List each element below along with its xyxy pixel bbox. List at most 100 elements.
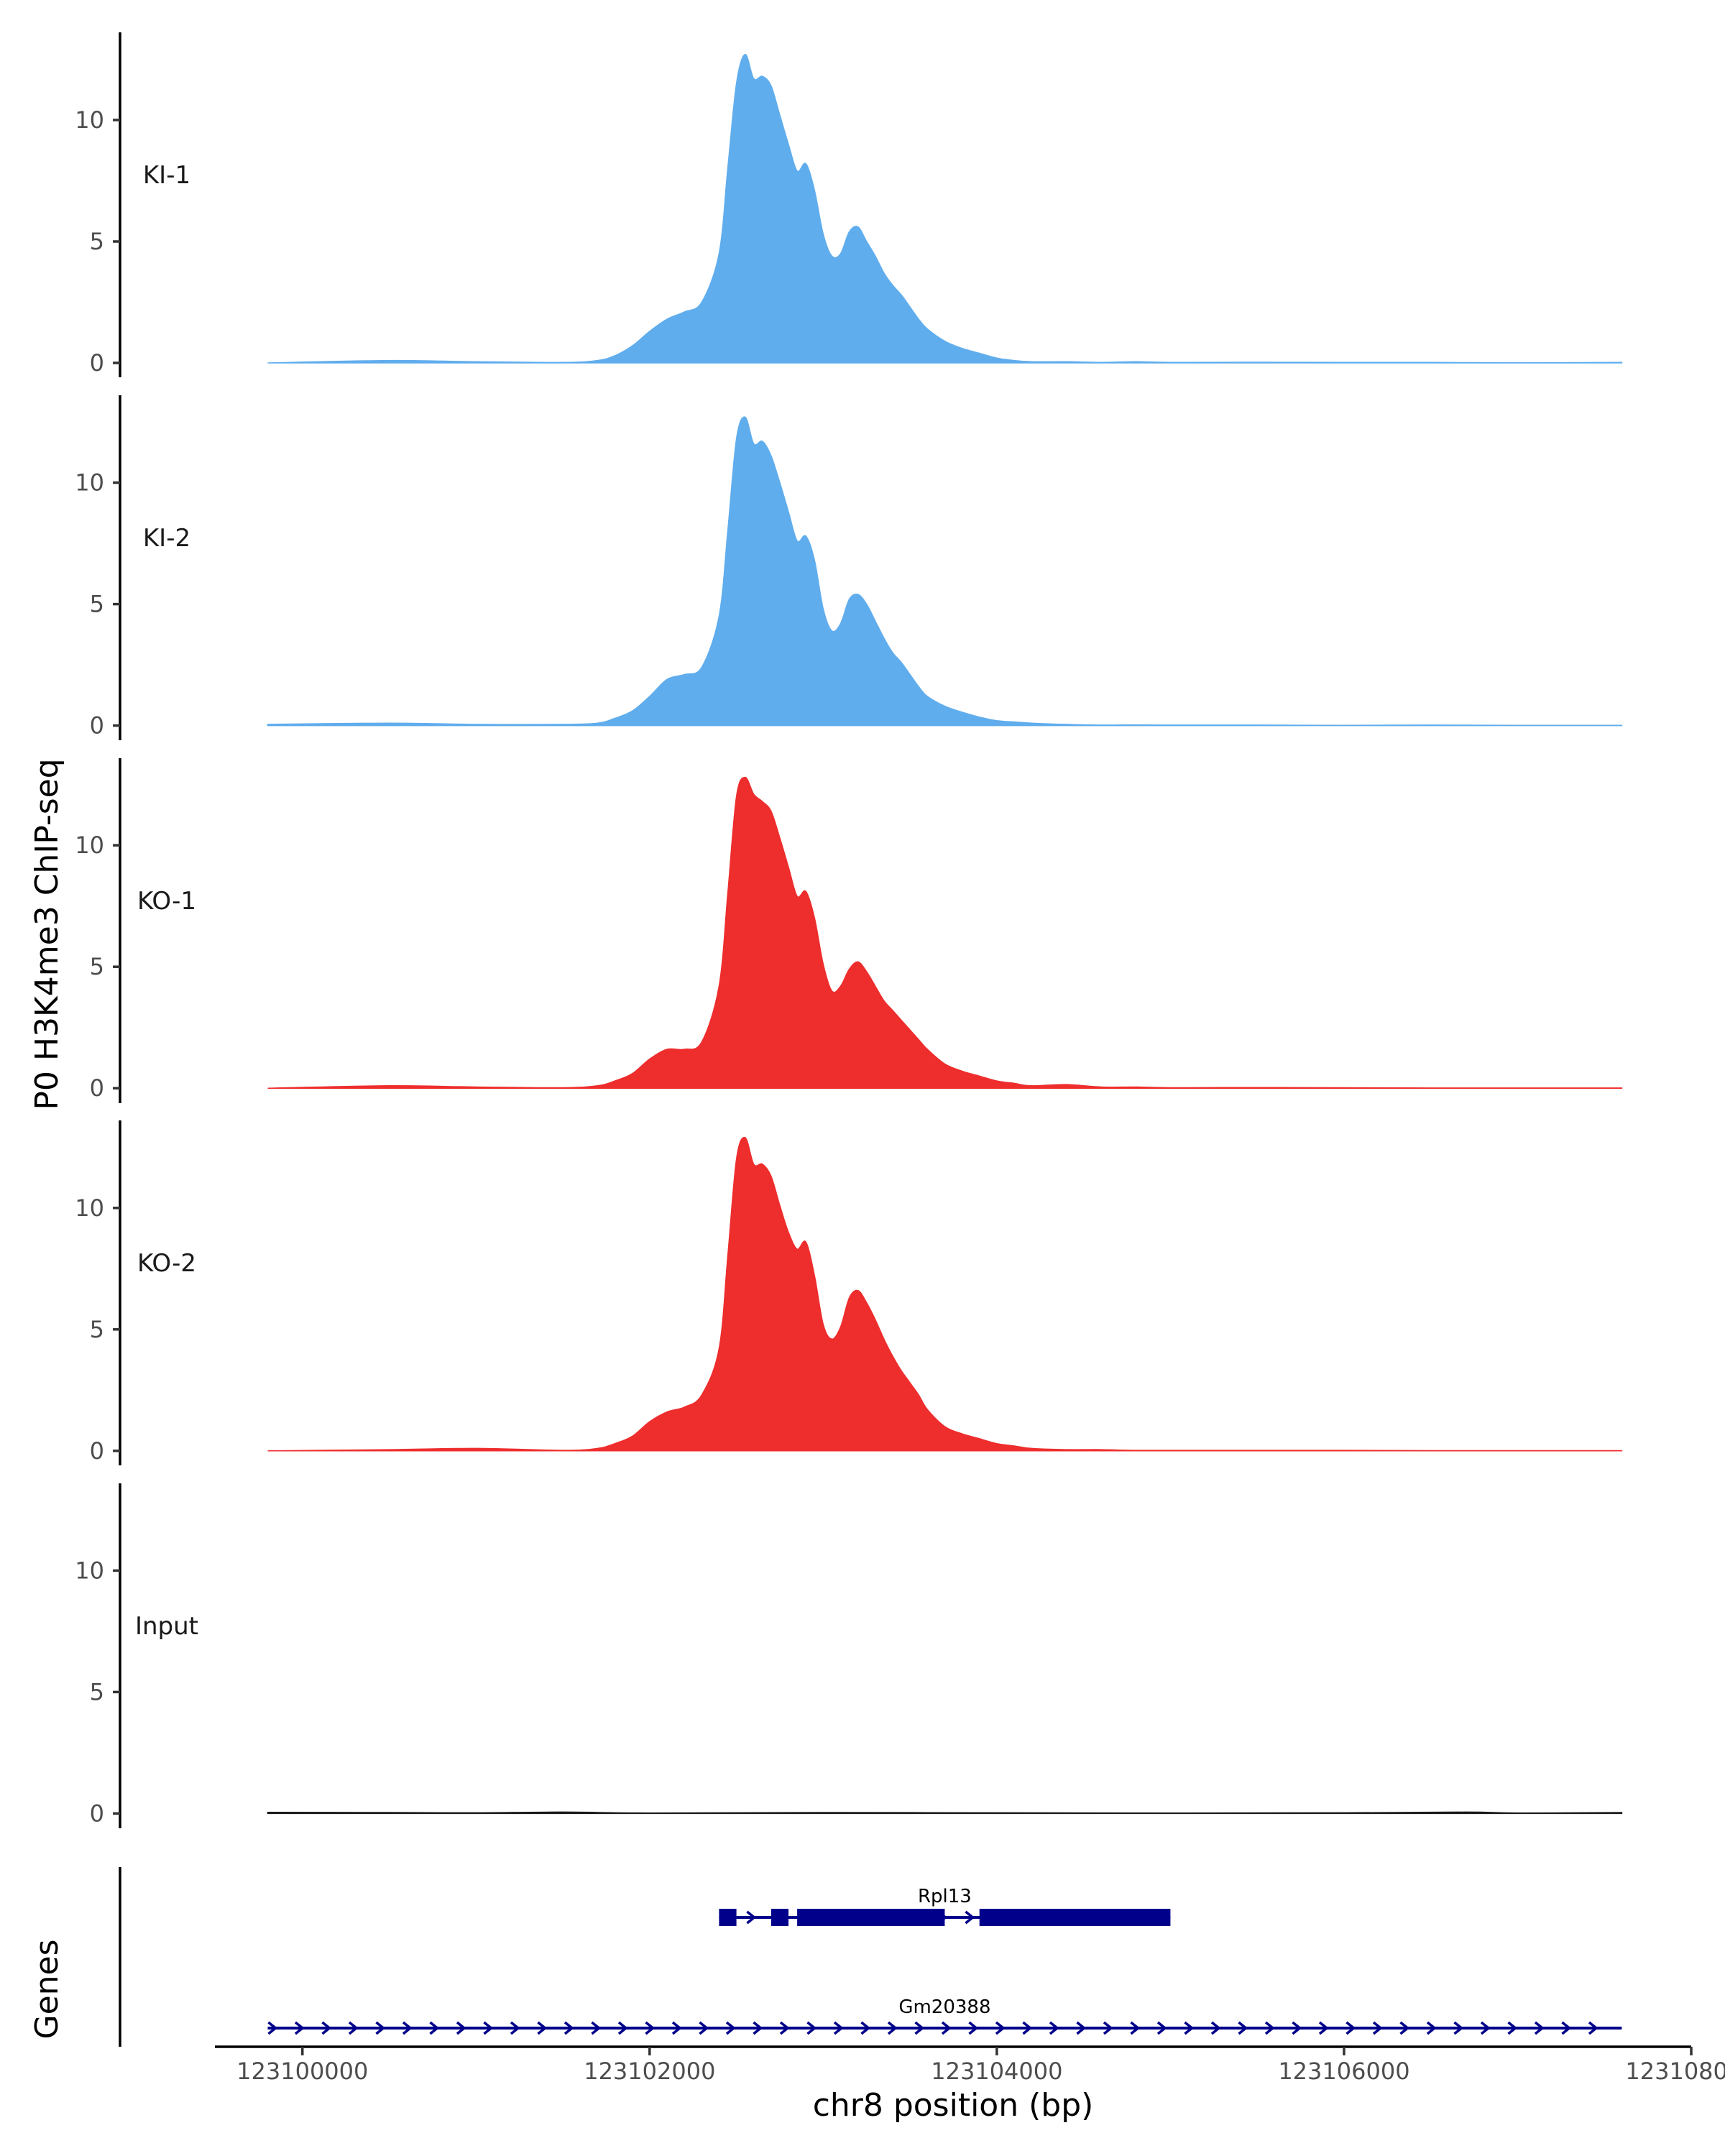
exon [797,1909,945,1926]
strand-arrow [1453,2021,1464,2035]
x-axis: 123100000 123102000 123104000 123106000 1231… [215,2045,1725,2085]
strand-arrow [537,2021,548,2035]
strand-arrow [591,2021,602,2035]
strand-arrow [746,1910,757,1925]
y-tick-label: 10 [75,469,104,497]
strand-arrow [510,2021,520,2035]
x-tick-label: 123104000 [931,2058,1062,2085]
strand-arrow [456,2021,466,2035]
strand-arrow [564,2021,574,2035]
strand-arrow [1534,2021,1545,2035]
strand-arrow [1561,2021,1572,2035]
strand-arrow [699,2021,709,2035]
y-axis-title: P0 H3K4me3 ChIP-seq [29,758,65,1110]
coverage-area [267,1136,1623,1452]
y-tick-label: 0 [90,1074,104,1102]
strand-arrow [671,2021,682,2035]
strand-arrow [1346,2021,1356,2035]
strand-arrow [995,2021,1006,2035]
strand-arrow [1588,2021,1598,2035]
track-label: KO-2 [137,1249,196,1278]
strand-arrow [833,2021,844,2035]
strand-arrow [483,2021,494,2035]
y-tick-label: 5 [90,228,104,255]
strand-arrow [1103,2021,1113,2035]
y-tick-label: 0 [90,349,104,377]
strand-arrow [375,2021,386,2035]
coverage-area [267,1811,1623,1815]
strand-arrow [402,2021,413,2035]
strand-arrow [294,2021,305,2035]
genes-axis-title: Genes [29,1939,65,2039]
strand-arrow [1156,2021,1167,2035]
gene-gm20388: Gm20388 [267,1996,1622,2035]
strand-arrow [1318,2021,1329,2035]
strand-arrow [645,2021,656,2035]
track-ko-2: 0 5 10 KO-2 [75,1120,1623,1465]
strand-arrow [941,2021,952,2035]
strand-arrow [1480,2021,1491,2035]
x-tick-label: 123102000 [584,2058,715,2085]
x-tick-label: 123108000 [1625,2058,1725,2085]
track-label: KI-2 [143,524,190,553]
strand-arrow [1399,2021,1410,2035]
y-tick-label: 5 [90,591,104,618]
strand-arrow [429,2021,440,2035]
y-tick-label: 5 [90,1678,104,1705]
strand-arrow [348,2021,359,2035]
track-input: 0 5 10 Input [75,1483,1623,1828]
track-ki-2: 0 5 10 KI-2 [75,395,1623,740]
track-label: KO-1 [137,887,196,916]
coverage-area [267,776,1623,1089]
strand-arrow [1507,2021,1518,2035]
exon [979,1909,1171,1926]
strand-arrow [1049,2021,1059,2035]
x-tick-label: 123106000 [1278,2058,1409,2085]
strand-arrow [1076,2021,1087,2035]
y-tick-label: 10 [75,1194,104,1222]
strand-arrow [779,2021,790,2035]
x-axis-title: chr8 position (bp) [813,2087,1094,2124]
strand-arrow [1292,2021,1302,2035]
coverage-tracks: 0 5 10 KI-1 0 5 10 KI-2 0 5 10 KO-1 0 5 10 KO-2 0 5 10 Inpu… [75,32,1623,1828]
strand-arrow [968,2021,979,2035]
strand-arrow [965,1910,975,1925]
coverage-area [267,416,1623,727]
strand-arrow [860,2021,871,2035]
strand-arrow [267,2021,278,2035]
strand-arrow [617,2021,628,2035]
y-tick-label: 0 [90,1800,104,1827]
gene-rpl13: Rpl13 [719,1886,1171,1926]
strand-arrow [725,2021,736,2035]
strand-arrow [1372,2021,1383,2035]
strand-arrow [1264,2021,1275,2035]
track-ko-1: 0 5 10 KO-1 [75,758,1623,1103]
strand-arrow [321,2021,332,2035]
strand-arrow [887,2021,898,2035]
y-tick-label: 0 [90,712,104,740]
y-tick-label: 5 [90,953,104,980]
track-ki-1: 0 5 10 KI-1 [75,32,1623,377]
strand-arrow [1238,2021,1248,2035]
exon [770,1909,789,1926]
gene-name: Gm20388 [898,1996,990,2018]
track-label: KI-1 [143,161,190,190]
exon [719,1909,737,1926]
strand-arrow [1184,2021,1195,2035]
track-label: Input [135,1612,198,1641]
x-tick-label: 123100000 [236,2058,368,2085]
strand-arrow [1210,2021,1221,2035]
coverage-area [267,53,1623,364]
strand-arrow [1022,2021,1033,2035]
strand-arrow [806,2021,817,2035]
strand-arrow [1130,2021,1141,2035]
y-tick-label: 10 [75,106,104,134]
y-tick-label: 5 [90,1316,104,1343]
y-tick-label: 10 [75,831,104,859]
gene-track: Rpl13 Gm20388 [119,1867,1622,2047]
y-tick-label: 10 [75,1557,104,1584]
strand-arrow [1426,2021,1437,2035]
y-tick-label: 0 [90,1437,104,1465]
strand-arrow [753,2021,763,2035]
